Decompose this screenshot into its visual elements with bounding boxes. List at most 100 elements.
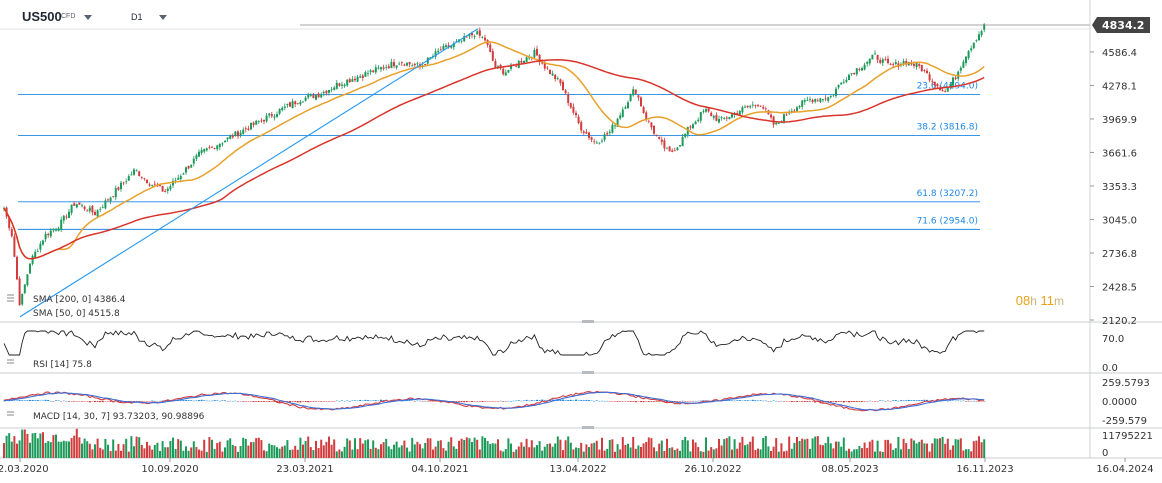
legend-macd-icon[interactable] — [7, 411, 14, 416]
candle — [94, 209, 96, 216]
candle — [712, 114, 715, 121]
macd-histogram-bar — [96, 401, 99, 402]
volume-bar — [507, 438, 510, 458]
x-tick-label: 16.04.2024 — [1096, 464, 1153, 475]
candle — [138, 170, 141, 177]
macd-histogram-bar — [525, 399, 528, 401]
panel-resize-handle[interactable] — [582, 371, 594, 374]
macd-histogram-bar — [733, 400, 736, 402]
candle — [127, 174, 130, 181]
macd-histogram-bar — [406, 400, 408, 402]
candle — [341, 81, 343, 89]
volume-bar — [738, 442, 741, 458]
macd-histogram-bar — [13, 400, 16, 401]
candle — [140, 176, 143, 180]
candle — [520, 57, 523, 64]
timeframe-label[interactable]: D1 — [131, 12, 143, 22]
volume-bar — [933, 438, 936, 458]
volume-bar — [694, 442, 697, 458]
macd-histogram-bar — [556, 399, 559, 401]
volume-bar — [114, 450, 117, 458]
volume-bar — [75, 428, 78, 458]
symbol-dropdown-icon[interactable] — [84, 15, 92, 20]
candle — [185, 166, 187, 175]
macd-histogram-bar — [190, 400, 193, 401]
candle — [796, 105, 798, 113]
macd-histogram-bar — [575, 399, 577, 401]
macd-histogram-bar — [642, 401, 645, 403]
macd-histogram-bar — [666, 401, 668, 403]
panel-resize-handle[interactable] — [582, 320, 594, 323]
x-tick-label: 23.03.2021 — [276, 464, 333, 475]
macd-histogram-bar — [528, 400, 531, 402]
volume-bar — [356, 449, 359, 458]
macd-histogram-bar — [606, 400, 609, 402]
candle — [777, 122, 780, 125]
macd-histogram-bar — [507, 400, 510, 402]
volume-bar — [161, 441, 164, 458]
volume-bar — [897, 436, 900, 458]
candle — [161, 185, 164, 192]
candle — [702, 109, 705, 114]
candle — [398, 61, 401, 66]
candle — [442, 43, 445, 51]
volume-bar — [762, 437, 765, 458]
volume-bar — [372, 440, 375, 458]
candle — [923, 69, 926, 73]
volume-bar — [946, 438, 949, 458]
volume-bar — [798, 440, 801, 458]
candle — [452, 41, 455, 50]
candle — [931, 78, 934, 85]
macd-histogram-bar — [200, 399, 203, 401]
volume-bar — [322, 445, 325, 458]
volume-bar — [931, 443, 934, 458]
macd-histogram-bar — [603, 400, 606, 402]
legend-sma200: SMA [200, 0] 4386.4 — [33, 295, 126, 305]
volume-bar — [679, 450, 681, 458]
macd-histogram-bar — [231, 400, 234, 402]
symbol-name[interactable]: US500 — [22, 9, 62, 24]
candle — [905, 58, 908, 67]
candle — [710, 111, 713, 117]
volume-bar — [746, 444, 749, 458]
volume-bar — [343, 446, 346, 458]
trendline[interactable] — [19, 28, 479, 318]
volume-bar — [666, 438, 668, 458]
volume-bar — [333, 439, 336, 458]
candle — [504, 69, 507, 77]
candle — [195, 153, 198, 162]
macd-histogram-bar — [237, 401, 239, 402]
macd-histogram-bar — [65, 400, 68, 402]
macd-histogram-bar — [294, 401, 297, 402]
volume-bar — [216, 442, 219, 458]
candle — [153, 180, 156, 186]
candle — [476, 29, 479, 35]
macd-histogram-bar — [533, 400, 536, 401]
candle — [881, 57, 884, 67]
volume-bar — [208, 436, 211, 458]
candle — [827, 96, 830, 103]
macd-histogram-bar — [523, 400, 525, 402]
volume-bar — [18, 440, 21, 458]
volume-bar — [434, 446, 437, 458]
legend-rsi-icon[interactable] — [7, 359, 14, 364]
volume-bar — [840, 446, 843, 458]
legend-macd: MACD [14, 30, 7] 93.73203, 90.98896 — [33, 412, 205, 422]
macd-histogram-bar — [967, 401, 970, 402]
panel-resize-handle[interactable] — [582, 426, 594, 429]
timeframe-dropdown-icon[interactable] — [159, 15, 167, 20]
macd-histogram-bar — [692, 401, 694, 402]
macd-histogram-bar — [315, 401, 317, 402]
candle — [603, 132, 606, 142]
volume-bar — [109, 451, 112, 458]
candle — [962, 59, 965, 69]
macd-histogram-bar — [650, 401, 653, 402]
candle — [577, 114, 580, 125]
candle — [972, 42, 975, 50]
candle — [385, 64, 388, 71]
legend-sma-icon[interactable] — [7, 294, 14, 302]
macd-histogram-bar — [325, 401, 328, 402]
candle — [759, 105, 762, 108]
macd-histogram-bar — [829, 401, 832, 403]
